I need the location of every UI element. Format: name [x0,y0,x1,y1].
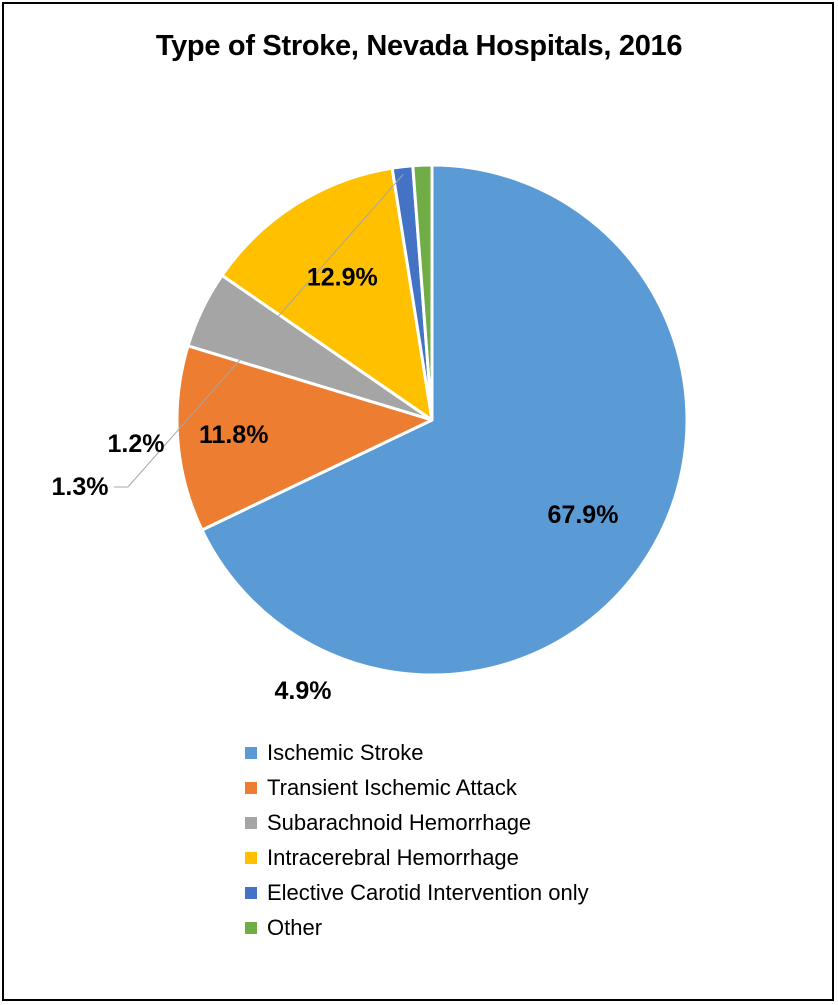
pie-slice-intracerebral-hemorrhage [220,166,434,422]
legend-swatch [245,921,257,934]
data-label-subarachnoid-hemorrhage: 4.9% [275,677,332,705]
data-label-ischemic-stroke: 67.9% [548,501,619,529]
legend-swatch [245,781,257,794]
data-label-transient-ischemic-attack: 11.8% [199,421,269,449]
data-label-other: 1.2% [108,430,165,458]
pie-slices [175,163,689,677]
legend: Ischemic Stroke Transient Ischemic Attac… [245,735,589,945]
legend-label: Intracerebral Hemorrhage [267,844,519,870]
legend-label: Subarachnoid Hemorrhage [267,809,532,835]
chart-title: Type of Stroke, Nevada Hospitals, 2016 [155,30,683,62]
pie-slice-other [411,163,434,422]
data-label-intracerebral-hemorrhage: 12.9% [307,264,378,292]
pie-slice-transient-ischemic-attack [175,344,434,532]
pie-slice-ischemic-stroke [200,163,689,677]
legend-swatch [245,746,257,759]
leader-lines [114,173,404,488]
data-label-elective-carotid-intervention-only: 1.3% [52,473,109,501]
legend-item-intracerebral-hemorrhage: Intracerebral Hemorrhage [245,840,589,875]
legend-label: Transient Ischemic Attack [267,774,517,800]
legend-swatch [245,816,257,829]
legend-item-subarachnoid-hemorrhage: Subarachnoid Hemorrhage [245,805,589,840]
legend-item-ischemic-stroke: Ischemic Stroke [245,735,589,770]
legend-item-transient-ischemic-attack: Transient Ischemic Attack [245,770,589,805]
legend-item-elective-carotid-intervention: Elective Carotid Intervention only [245,875,589,910]
legend-label: Elective Carotid Intervention only [267,879,589,905]
legend-label: Other [267,914,323,940]
leader-line-elective-carotid-intervention-only [114,173,404,488]
legend-swatch [245,886,257,899]
legend-label: Ischemic Stroke [267,739,424,765]
legend-swatch [245,851,257,864]
legend-item-other: Other [245,910,589,945]
data-labels: 67.9% 11.8% 4.9% 12.9% 1.3% 1.2% [52,264,619,705]
